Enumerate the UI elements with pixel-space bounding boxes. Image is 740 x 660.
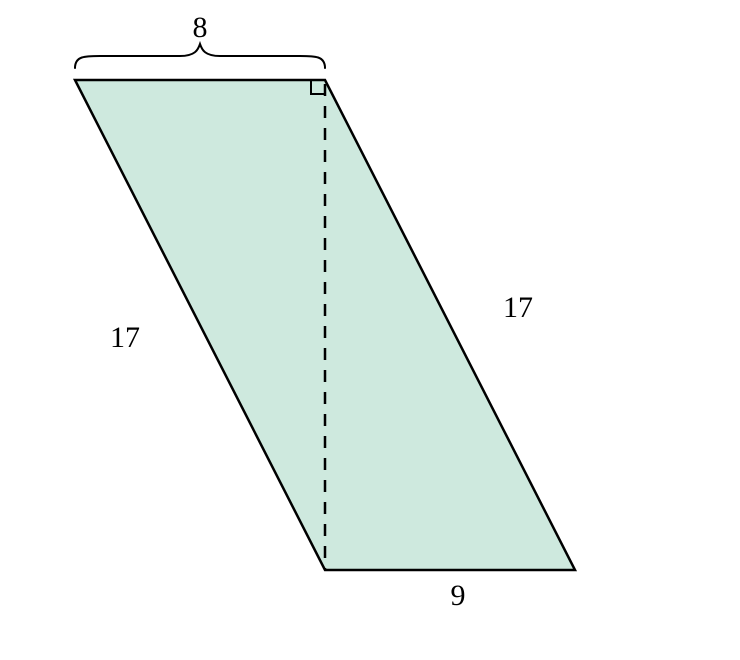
label-right: 17 [503,291,533,324]
label-left: 17 [110,321,140,354]
geometry-diagram: 8 17 17 9 [0,0,740,660]
label-top: 8 [193,11,208,44]
top-brace [75,44,325,68]
label-bottom: 9 [451,579,466,612]
